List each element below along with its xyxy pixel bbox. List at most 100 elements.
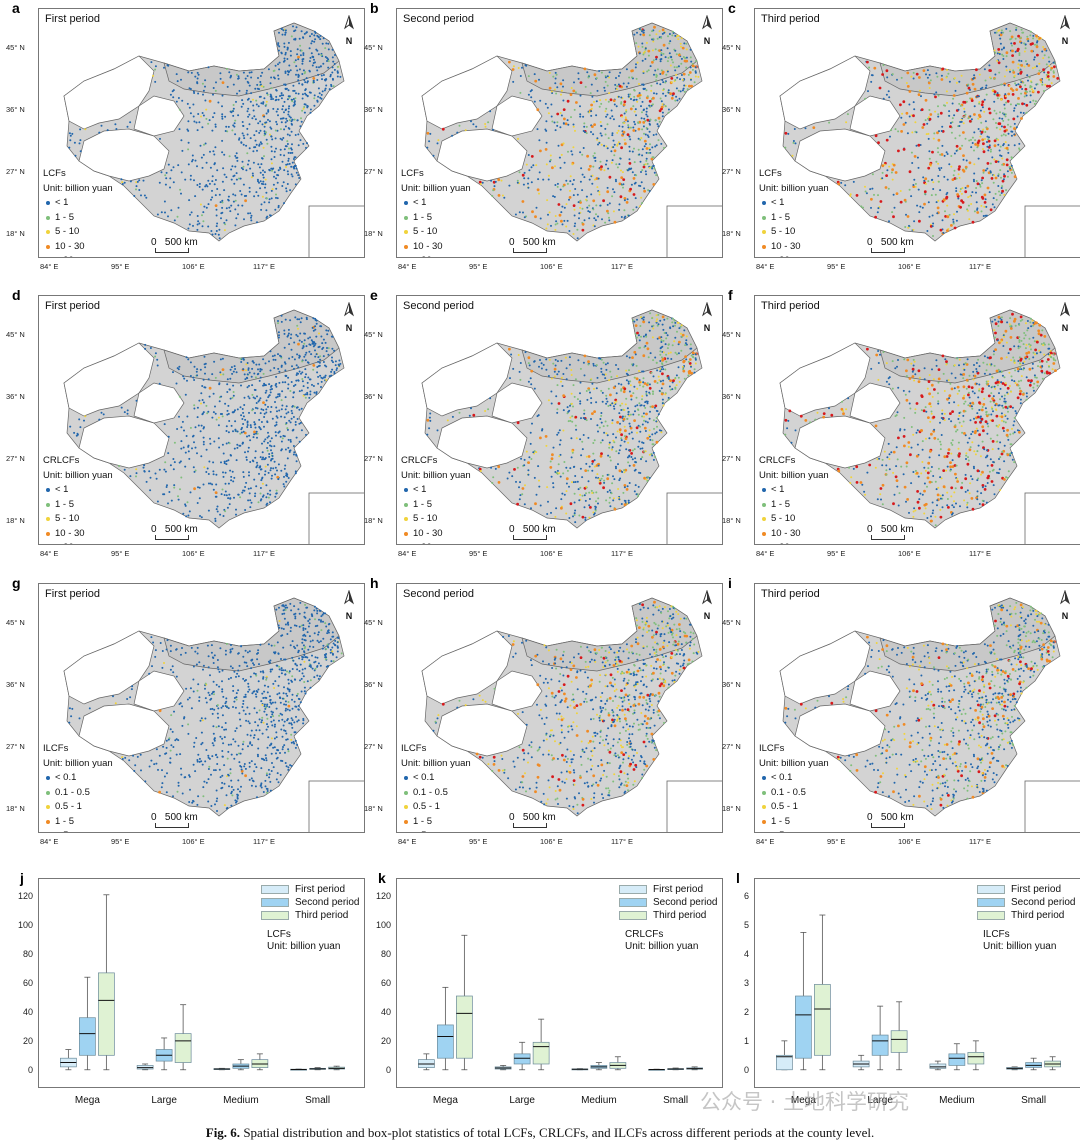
county-point (550, 402, 553, 405)
county-point (662, 43, 666, 47)
county-point (622, 82, 625, 85)
county-point (630, 452, 633, 455)
county-point (315, 391, 318, 394)
county-point (234, 224, 237, 227)
county-point (1042, 68, 1045, 71)
county-point (500, 179, 503, 182)
county-point (565, 512, 568, 515)
county-point (587, 210, 590, 213)
county-point (917, 93, 921, 96)
county-point (937, 113, 940, 116)
county-point (203, 143, 205, 146)
county-point (623, 216, 626, 219)
county-point (635, 364, 638, 367)
county-point (917, 188, 920, 191)
lat-tick: 27° N (364, 454, 383, 463)
county-point (540, 362, 543, 365)
county-point (254, 495, 256, 498)
county-point (522, 183, 525, 186)
county-point (259, 75, 262, 77)
county-point (278, 68, 281, 71)
county-point (1052, 70, 1055, 73)
county-point (874, 134, 878, 138)
county-point (939, 111, 943, 115)
county-point (1036, 384, 1039, 387)
county-point (271, 169, 273, 172)
county-point (598, 105, 601, 108)
county-point (632, 129, 636, 132)
county-point (583, 494, 586, 497)
county-point (268, 394, 271, 397)
county-point (149, 347, 152, 349)
county-point (167, 215, 169, 218)
county-point (876, 458, 879, 461)
county-point (324, 47, 327, 50)
county-point (520, 457, 523, 460)
county-point (652, 96, 655, 100)
county-point (987, 171, 991, 175)
county-point (642, 316, 645, 319)
legend-item: 10 - 30 (43, 527, 113, 542)
county-point (588, 504, 591, 507)
county-point (331, 356, 333, 359)
lat-tick: 18° N (364, 516, 383, 525)
county-point (173, 219, 176, 222)
county-point (606, 477, 610, 481)
county-point (784, 131, 788, 135)
county-point (156, 358, 159, 361)
county-point (606, 209, 609, 213)
county-point (297, 133, 300, 136)
county-point (595, 114, 598, 117)
county-point (280, 469, 283, 472)
county-point (215, 495, 218, 498)
county-point (894, 128, 897, 131)
county-point (605, 107, 608, 110)
county-point (978, 95, 980, 98)
county-point (234, 165, 237, 168)
county-point (517, 137, 519, 140)
county-point (138, 189, 141, 191)
county-point (275, 421, 278, 424)
county-point (288, 162, 291, 165)
county-point (900, 76, 903, 79)
county-point (226, 383, 229, 386)
county-point (579, 493, 582, 496)
county-point (244, 486, 247, 488)
county-point (685, 66, 688, 69)
county-point (222, 452, 225, 455)
county-point (291, 143, 293, 146)
county-point (1015, 104, 1017, 107)
county-point (592, 155, 595, 157)
county-point (993, 329, 996, 332)
county-point (260, 203, 263, 206)
county-point (583, 506, 586, 509)
county-point (997, 320, 1000, 323)
county-point (317, 356, 320, 359)
county-point (659, 60, 662, 63)
county-point (1026, 35, 1029, 38)
county-point (976, 141, 980, 145)
county-point (601, 400, 604, 403)
county-point (556, 411, 559, 414)
county-point (267, 396, 270, 399)
county-point (193, 441, 195, 444)
county-point (646, 162, 649, 165)
panel-label: c (728, 0, 736, 16)
county-point (642, 33, 646, 37)
county-point (1024, 87, 1028, 91)
county-point (322, 37, 325, 40)
county-point (285, 163, 288, 166)
county-point (270, 87, 273, 90)
county-point (269, 410, 272, 413)
county-point (594, 506, 597, 509)
county-point (1018, 147, 1021, 150)
county-point (331, 347, 334, 350)
county-point (626, 133, 630, 136)
county-point (138, 179, 141, 182)
county-point (583, 412, 586, 415)
county-point (1009, 167, 1012, 170)
county-point (441, 127, 445, 131)
county-point (590, 83, 593, 86)
county-point (215, 418, 218, 421)
county-point (633, 120, 636, 123)
